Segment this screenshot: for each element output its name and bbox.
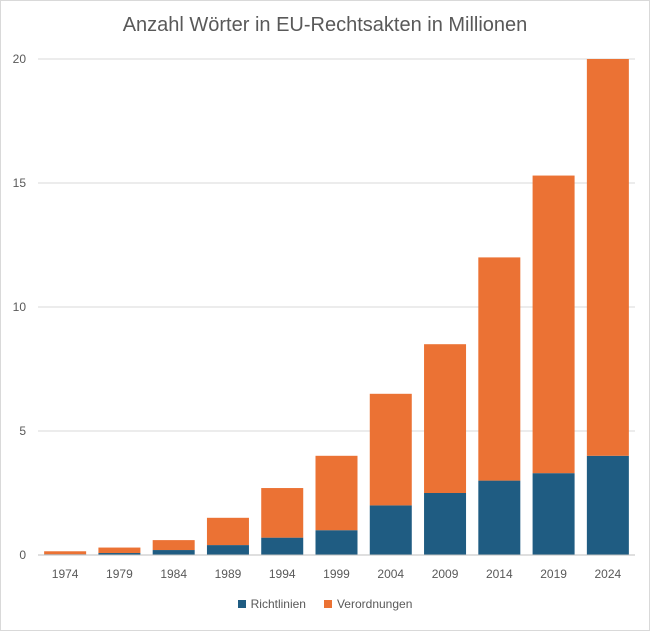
- bar-verordnungen-1994: [261, 488, 304, 538]
- chart-legend: Richtlinien Verordnungen: [0, 597, 650, 611]
- legend-item-richtlinien: Richtlinien: [237, 597, 306, 611]
- bar-verordnungen-1989: [206, 517, 249, 546]
- x-tick-label-2019: 2019: [540, 567, 567, 581]
- bar-richtlinien-1984: [152, 550, 195, 555]
- bar-verordnungen-1984: [152, 540, 195, 551]
- chart-title: Anzahl Wörter in EU-Rechtsakten in Milli…: [122, 14, 528, 36]
- legend-label-verordnungen: Verordnungen: [336, 597, 413, 611]
- bar-richtlinien-2004: [369, 505, 412, 555]
- bar-verordnungen-2004: [369, 393, 412, 506]
- bar-verordnungen-2009: [424, 344, 467, 493]
- x-tick-label-1974: 1974: [52, 567, 79, 581]
- y-tick-label-0: 0: [19, 548, 26, 562]
- legend-item-verordnungen: Verordnungen: [323, 597, 413, 611]
- x-tick-label-1994: 1994: [269, 567, 296, 581]
- bar-richtlinien-2009: [424, 493, 467, 555]
- bar-richtlinien-2019: [532, 473, 575, 555]
- legend-swatch-richtlinien: [237, 600, 246, 608]
- x-tick-label-2024: 2024: [595, 567, 622, 581]
- y-tick-label-10: 10: [13, 300, 27, 314]
- bar-richtlinien-2014: [478, 480, 521, 555]
- bar-richtlinien-1989: [206, 545, 249, 555]
- x-tick-label-1984: 1984: [160, 567, 187, 581]
- y-tick-label-15: 15: [13, 176, 27, 190]
- bar-richtlinien-1979: [98, 553, 141, 555]
- bar-verordnungen-2019: [532, 175, 575, 474]
- bar-verordnungen-2024: [586, 59, 629, 456]
- bar-verordnungen-1979: [98, 547, 141, 554]
- x-tick-label-1989: 1989: [215, 567, 242, 581]
- legend-swatch-verordnungen: [323, 600, 332, 608]
- legend-label-richtlinien: Richtlinien: [250, 597, 306, 611]
- bar-richtlinien-1999: [315, 530, 358, 555]
- bar-richtlinien-1994: [261, 537, 304, 555]
- x-tick-label-1999: 1999: [323, 567, 350, 581]
- bar-verordnungen-1999: [315, 455, 358, 531]
- x-tick-label-1979: 1979: [106, 567, 133, 581]
- bar-verordnungen-1974: [44, 551, 87, 555]
- bar-richtlinien-2024: [586, 455, 629, 555]
- y-tick-label-20: 20: [13, 52, 27, 66]
- x-tick-label-2004: 2004: [377, 567, 404, 581]
- bar-verordnungen-2014: [478, 257, 521, 481]
- y-tick-label-5: 5: [19, 424, 26, 438]
- x-tick-label-2009: 2009: [432, 567, 459, 581]
- x-tick-label-2014: 2014: [486, 567, 513, 581]
